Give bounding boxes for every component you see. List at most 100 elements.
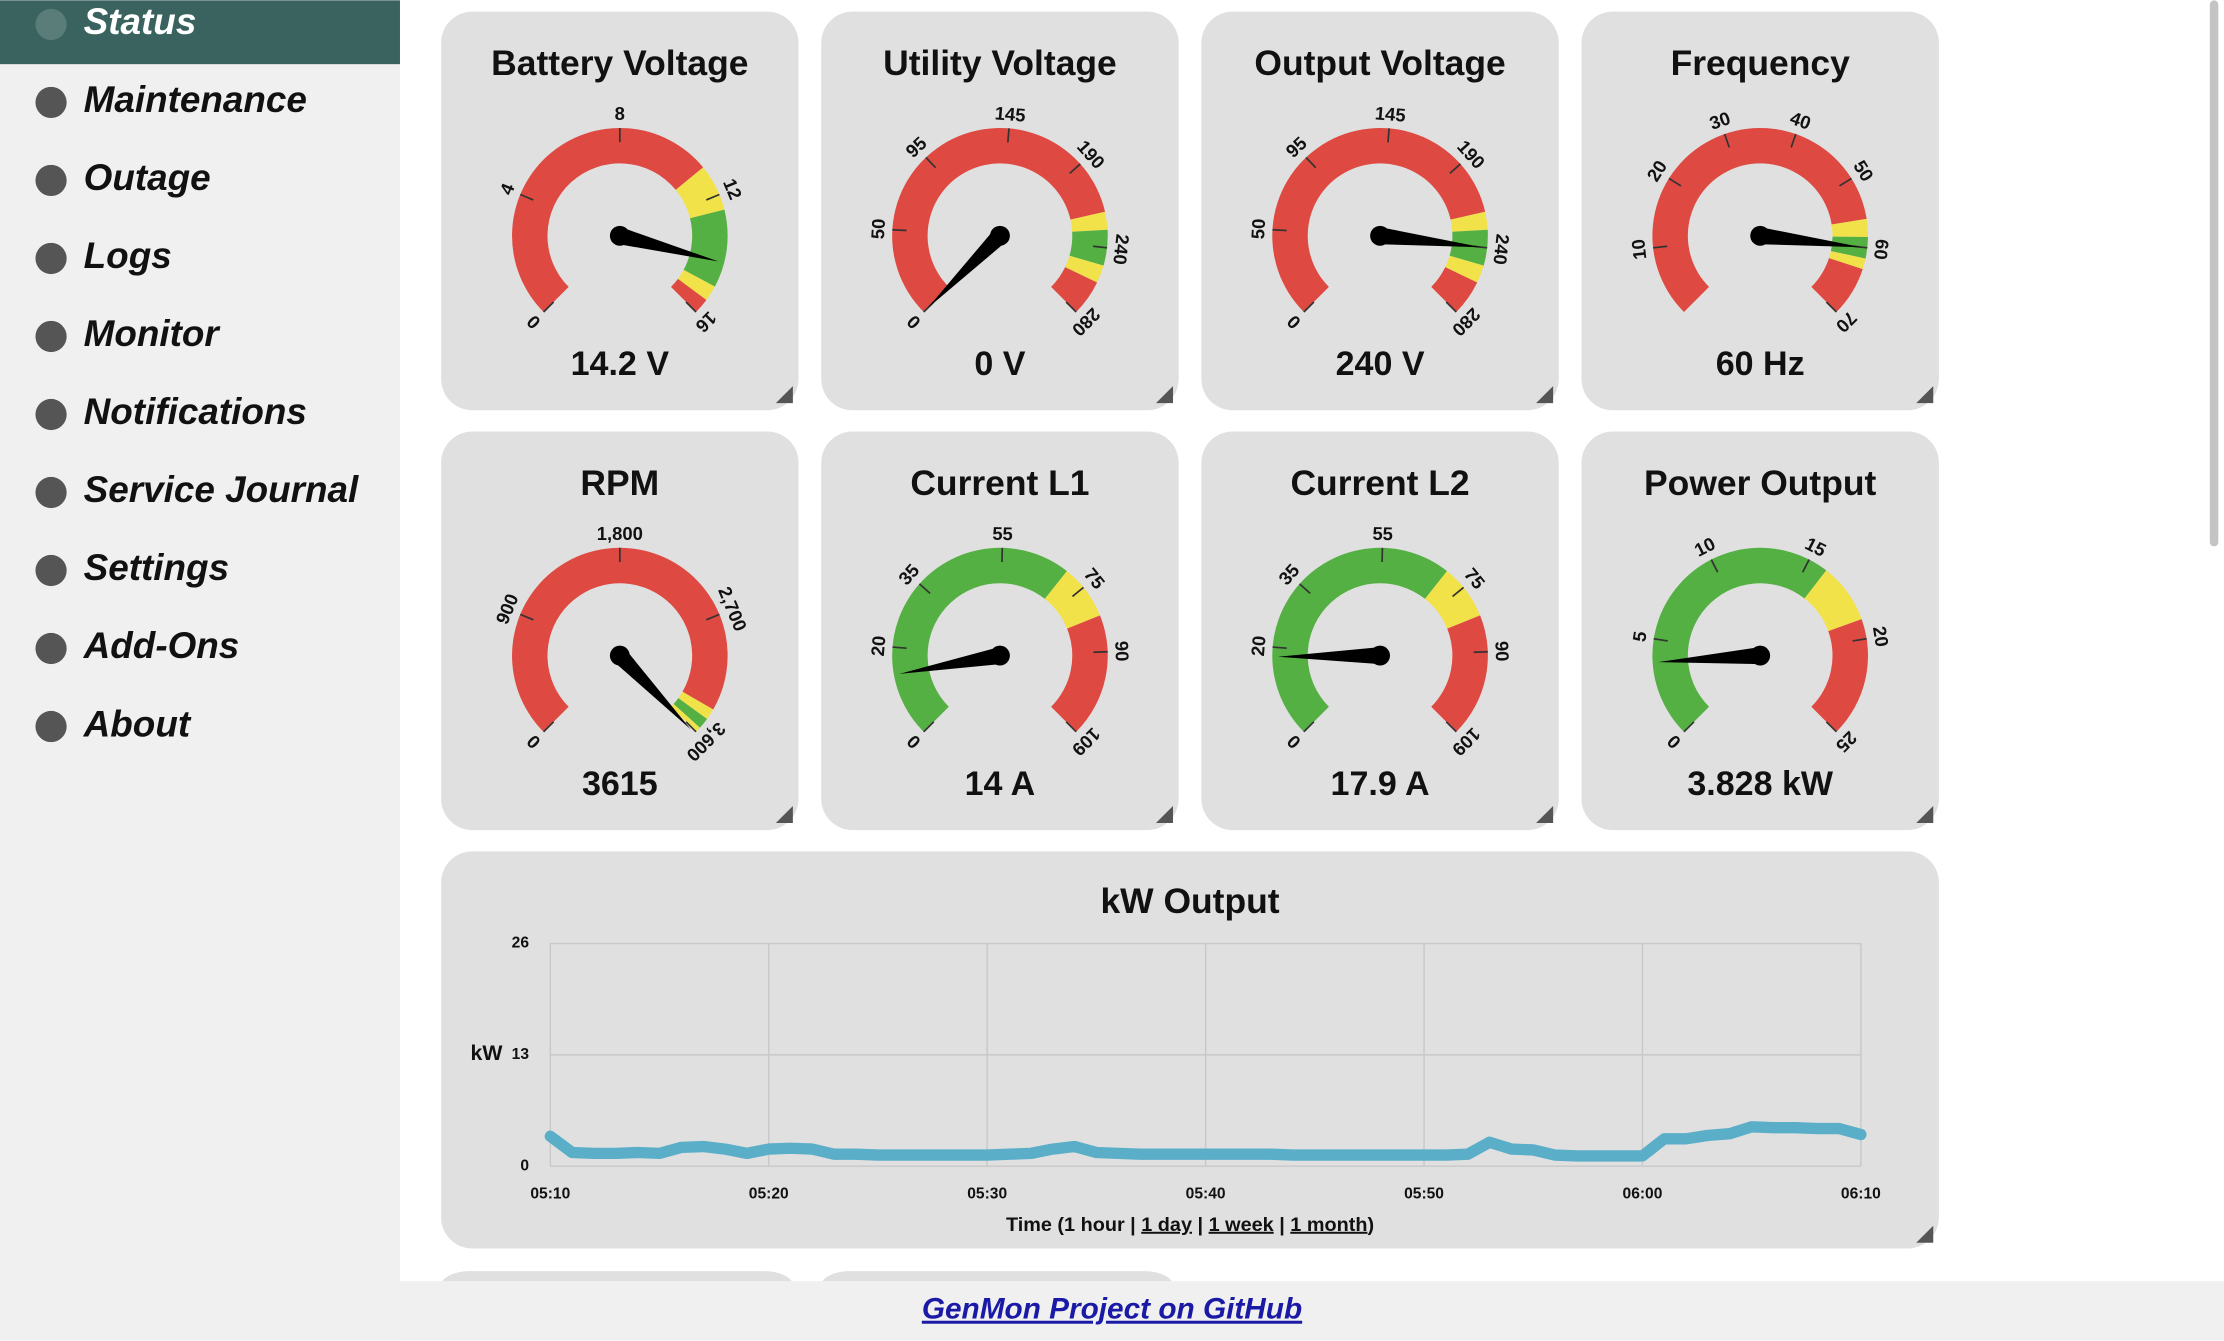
gauge-tick <box>1653 637 1668 642</box>
gauge-tick <box>1723 133 1731 148</box>
nav-icon <box>35 320 67 353</box>
gauge-tick-label: 240 <box>1109 233 1133 266</box>
gauge-needle <box>1759 227 1862 248</box>
nav-item[interactable]: Notifications <box>84 391 307 432</box>
time-range-link[interactable]: 1 week <box>1209 1214 1275 1236</box>
gauge-title: Current L2 <box>1290 463 1469 503</box>
gauge-band <box>1272 547 1448 732</box>
time-range-link[interactable]: 1 month <box>1290 1214 1367 1236</box>
gauge-band <box>512 547 728 732</box>
gauge-needle <box>1658 647 1761 665</box>
gauge-tick-label: 90 <box>1491 641 1513 662</box>
nav-item[interactable]: About <box>83 703 192 744</box>
gauge-tick <box>1473 650 1488 654</box>
nav-item[interactable]: Logs <box>84 235 172 276</box>
gauge-card <box>821 431 1179 831</box>
gauge-value: 17.9 A <box>1331 765 1430 803</box>
gauge-value: 3615 <box>582 765 658 803</box>
gauge-tick-label: 50 <box>1247 218 1269 240</box>
gauge-band <box>1652 127 1867 312</box>
nav-icon <box>35 476 67 509</box>
caption-text: | <box>1192 1214 1209 1236</box>
gauge-tick <box>1006 128 1010 143</box>
gauge-band <box>677 269 715 300</box>
gauge-tick <box>543 301 555 313</box>
needle-hub <box>609 225 630 246</box>
gauge-value: 0 V <box>974 345 1025 383</box>
gauge-band <box>1811 619 1868 732</box>
gauge-value: 3.828 kW <box>1687 765 1834 803</box>
gauge-tick <box>1839 177 1852 187</box>
needle-hub <box>990 225 1010 246</box>
gauge-tick <box>892 228 907 232</box>
gauge-tick <box>685 721 697 733</box>
nav-item[interactable]: Monitor <box>84 313 222 354</box>
nav-item[interactable]: Status <box>84 1 197 42</box>
gauge-band <box>683 209 728 287</box>
gauge-band <box>1652 547 1827 732</box>
gauge-band <box>1051 615 1108 732</box>
gauge-tick <box>1272 228 1287 232</box>
gauge-tick <box>1299 583 1311 594</box>
gauge-band <box>1069 229 1108 266</box>
gauge-band <box>673 698 708 728</box>
resize-handle <box>1536 805 1554 823</box>
gauge-tick-label: 8 <box>615 103 625 124</box>
gauge-tick <box>1303 301 1315 313</box>
needle-hub <box>1370 225 1390 246</box>
gauge-tick <box>923 721 935 733</box>
gauge-tick <box>1093 650 1108 654</box>
gauge-value: 240 V <box>1336 345 1425 383</box>
gauge-band <box>892 127 1106 312</box>
nav-icon <box>35 164 67 197</box>
gauge-tick <box>543 721 555 733</box>
nav-icon <box>35 554 67 587</box>
gauge-tick <box>1825 301 1838 313</box>
gauge-tick-label: 145 <box>994 102 1026 126</box>
gauge-tick <box>1387 128 1390 143</box>
resize-handle <box>775 386 793 404</box>
gauge-band <box>1450 211 1488 232</box>
nav-icon <box>35 710 67 743</box>
nav-item[interactable]: Outage <box>84 157 211 198</box>
gauge-tick <box>1452 586 1465 598</box>
nav-item[interactable]: Service Journal <box>84 469 359 510</box>
gauge-card <box>441 431 799 831</box>
gauge-band <box>1431 267 1478 312</box>
gauge-tick <box>1801 559 1810 573</box>
gauge-title: Current L1 <box>910 463 1089 503</box>
y-tick-label: 0 <box>520 1157 529 1174</box>
time-range-link[interactable]: 1 day <box>1141 1214 1192 1236</box>
gauge-tick <box>705 613 720 621</box>
nav-item[interactable]: Maintenance <box>84 79 307 120</box>
nav-item[interactable]: Add-Ons <box>83 625 240 666</box>
x-tick-label: 05:10 <box>530 1186 570 1203</box>
nav-icon <box>35 242 67 275</box>
gauge-card <box>1201 11 1559 411</box>
gauge-tick-label: 20 <box>1247 635 1270 657</box>
needle-hub <box>1750 225 1771 246</box>
sidebar <box>0 0 400 1341</box>
y-axis-label: kW <box>471 1041 504 1065</box>
gauge-card <box>1581 431 1939 831</box>
gauge-tick-label: 5 <box>1628 630 1650 643</box>
gauge-band <box>512 127 704 312</box>
gauge-tick <box>1652 245 1668 249</box>
gauge-band <box>1424 571 1481 629</box>
gauge-band <box>675 167 725 219</box>
gauge-tick <box>1683 721 1695 733</box>
gauge-tick <box>925 156 937 169</box>
gauge-band <box>670 704 700 732</box>
x-tick-label: 05:20 <box>749 1186 789 1203</box>
gauge-tick-label: 145 <box>1374 102 1406 126</box>
gauge-needle <box>927 229 1006 308</box>
gauge-tick <box>1825 721 1838 733</box>
nav-item[interactable]: Settings <box>84 547 229 588</box>
footer-link[interactable]: GenMon Project on GitHub <box>922 1293 1302 1326</box>
x-tick-label: 05:40 <box>1186 1186 1226 1203</box>
gauge-tick <box>1305 156 1317 169</box>
nav-icon <box>35 8 67 41</box>
gauge-tick-label: 55 <box>1372 523 1393 544</box>
gauge-band <box>1828 251 1866 270</box>
